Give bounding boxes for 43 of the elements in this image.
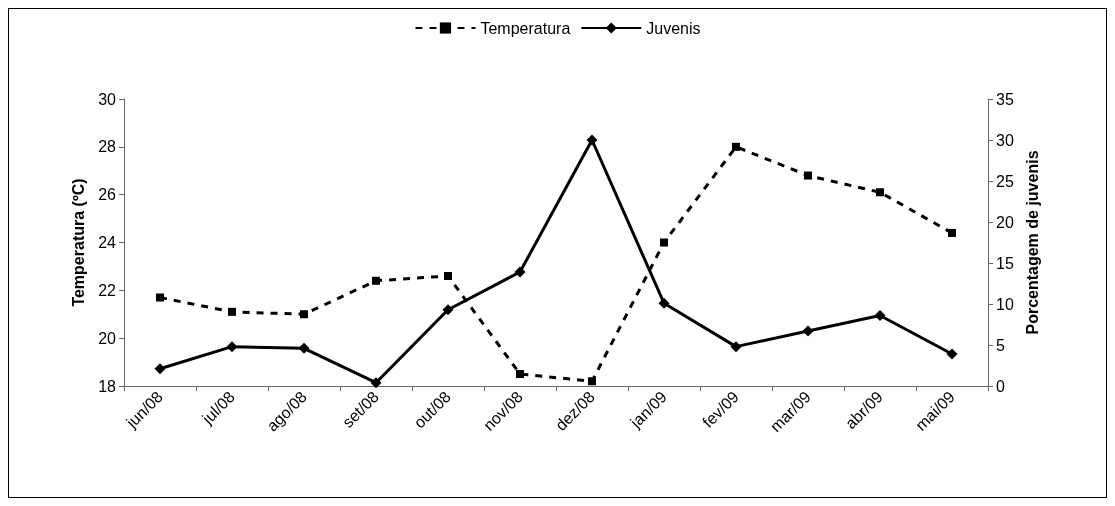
y2-tick-label: 25 xyxy=(996,172,1014,190)
y2-tick-label: 0 xyxy=(996,377,1005,395)
y2-tick-label: 30 xyxy=(996,131,1014,149)
y-tick-label: 28 xyxy=(98,138,117,156)
y2-tick-label: 20 xyxy=(996,213,1014,231)
y-axis-title: Temperatura (ºC) xyxy=(69,178,87,307)
point xyxy=(804,171,812,180)
point xyxy=(586,134,598,146)
point xyxy=(442,304,454,316)
point xyxy=(156,293,164,302)
point xyxy=(732,142,740,151)
y2-tick-label: 15 xyxy=(996,254,1014,272)
point xyxy=(588,377,596,386)
point xyxy=(298,342,310,354)
y-tick-label: 22 xyxy=(98,281,117,299)
y2-tick-label: 35 xyxy=(996,90,1014,108)
y-tick-label: 30 xyxy=(98,90,117,108)
point xyxy=(658,297,670,309)
y-tick-label: 24 xyxy=(98,234,117,251)
y2-tick-label: 10 xyxy=(996,295,1014,313)
point xyxy=(372,276,380,285)
y2-axis-title: Porcentagem de juvenis xyxy=(1024,150,1042,335)
legend-label: Temperatura xyxy=(480,19,571,37)
point xyxy=(444,271,452,280)
point xyxy=(660,238,668,247)
point xyxy=(874,309,886,321)
y-tick-label: 20 xyxy=(98,329,117,347)
point xyxy=(946,348,958,360)
point xyxy=(730,341,742,353)
y-tick-label: 18 xyxy=(98,377,117,395)
y-tick-label: 26 xyxy=(98,186,117,204)
legend-label: Juvenis xyxy=(646,19,701,37)
point xyxy=(226,341,238,353)
point xyxy=(876,188,884,197)
point xyxy=(514,266,526,278)
point xyxy=(948,228,956,237)
y2-tick-label: 5 xyxy=(996,336,1005,354)
point xyxy=(300,310,308,319)
point xyxy=(802,325,814,337)
point xyxy=(370,377,382,389)
point xyxy=(516,370,524,379)
point xyxy=(228,307,236,316)
point xyxy=(154,363,166,375)
